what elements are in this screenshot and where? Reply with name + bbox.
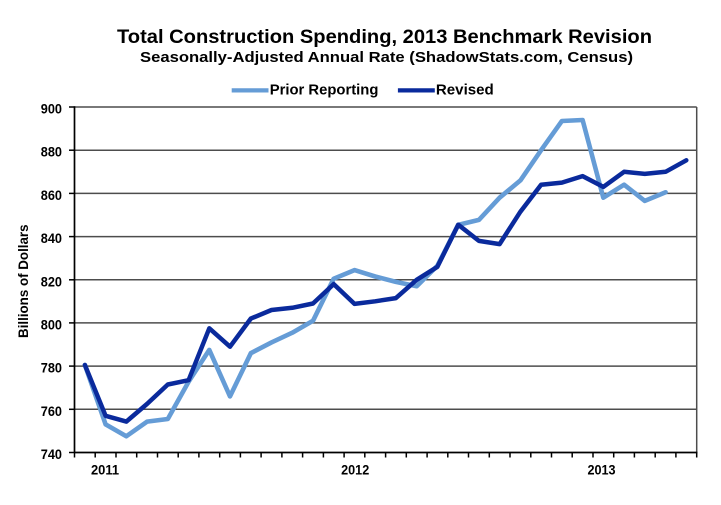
svg-text:2011: 2011	[91, 462, 119, 478]
svg-text:780: 780	[41, 360, 62, 376]
svg-text:740: 740	[41, 446, 62, 462]
svg-text:Revised: Revised	[436, 82, 494, 99]
svg-text:Seasonally-Adjusted Annual Rat: Seasonally-Adjusted Annual Rate (ShadowS…	[140, 50, 633, 66]
svg-text:760: 760	[41, 403, 62, 419]
svg-text:860: 860	[41, 187, 62, 203]
svg-text:Prior Reporting: Prior Reporting	[270, 82, 379, 99]
svg-text:Total Construction Spending, 2: Total Construction Spending, 2013 Benchm…	[117, 27, 652, 48]
svg-text:Billions of Dollars: Billions of Dollars	[15, 224, 31, 338]
svg-text:2012: 2012	[341, 462, 369, 478]
svg-text:900: 900	[41, 101, 62, 117]
svg-text:880: 880	[41, 144, 62, 160]
svg-text:840: 840	[41, 230, 62, 246]
svg-text:2013: 2013	[587, 462, 615, 478]
svg-text:800: 800	[41, 316, 62, 332]
svg-text:820: 820	[41, 273, 62, 289]
